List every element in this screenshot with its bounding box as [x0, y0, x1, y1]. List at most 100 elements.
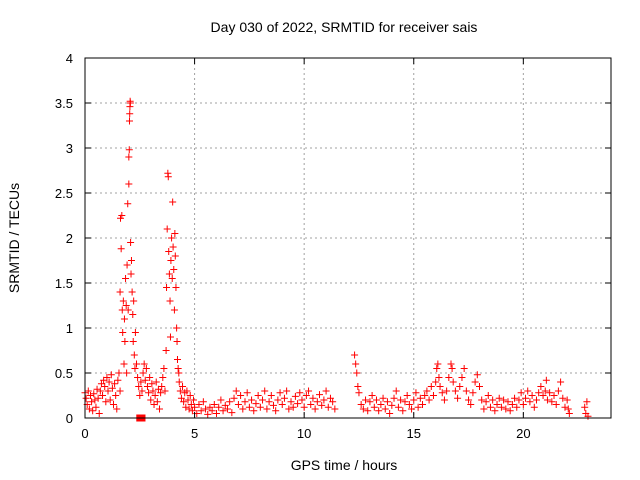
- data-point: [375, 407, 383, 415]
- data-point: [524, 387, 532, 395]
- data-point: [359, 405, 367, 413]
- data-point: [168, 234, 176, 242]
- data-point: [508, 401, 516, 408]
- data-point: [248, 396, 256, 404]
- data-point: [171, 230, 179, 237]
- data-point: [122, 302, 130, 309]
- data-point: [219, 407, 227, 415]
- data-point: [102, 398, 110, 406]
- data-point: [298, 396, 306, 404]
- data-point: [128, 288, 136, 296]
- data-point: [241, 398, 249, 406]
- data-point: [158, 383, 166, 390]
- data-point: [149, 387, 157, 395]
- data-point: [186, 392, 194, 399]
- data-point: [179, 383, 187, 390]
- data-point: [101, 383, 109, 390]
- data-point: [408, 405, 416, 413]
- data-point: [559, 394, 567, 402]
- data-point: [386, 410, 394, 417]
- data-point: [530, 403, 538, 411]
- data-point: [166, 297, 174, 305]
- data-point: [175, 369, 183, 377]
- data-point: [125, 180, 133, 188]
- data-point: [114, 376, 122, 384]
- data-point: [232, 387, 240, 395]
- data-point: [412, 389, 420, 397]
- data-point: [199, 398, 207, 406]
- data-point: [316, 391, 324, 399]
- data-point: [228, 409, 236, 417]
- data-point: [256, 403, 264, 411]
- data-point: [403, 392, 411, 399]
- data-point: [476, 383, 483, 390]
- data-point: [368, 392, 376, 399]
- data-point: [129, 338, 137, 345]
- data-point: [138, 387, 146, 395]
- data-point: [146, 374, 154, 381]
- data-point: [462, 387, 470, 395]
- data-point: [364, 407, 372, 415]
- data-point: [126, 110, 134, 118]
- data-point: [123, 261, 131, 269]
- data-point: [105, 378, 113, 386]
- data-point: [506, 407, 514, 415]
- axes: 0 5 10 15 20 0 0.5 1 1.5 2 2.5 3 3.5 4: [55, 51, 611, 441]
- data-point: [354, 383, 362, 390]
- x-tick-label: 0: [81, 426, 88, 441]
- y-axis-label: SRMTID / TECUs: [6, 183, 22, 293]
- data-point: [119, 329, 127, 336]
- data-point: [182, 403, 190, 411]
- data-point: [434, 360, 442, 368]
- data-point: [486, 403, 494, 411]
- data-point: [311, 405, 319, 413]
- data-point: [243, 389, 251, 397]
- data-point: [302, 392, 310, 399]
- data-point: [440, 396, 448, 404]
- data-point: [443, 387, 451, 395]
- data-point: [129, 311, 137, 318]
- data-point: [115, 369, 123, 377]
- data-point: [519, 401, 527, 408]
- data-point: [122, 275, 130, 282]
- data-point: [307, 401, 315, 408]
- data-point: [107, 371, 115, 379]
- data-point: [143, 383, 151, 390]
- data-point: [583, 398, 591, 406]
- x-axis-label: GPS time / hours: [291, 457, 398, 473]
- data-point: [276, 389, 284, 397]
- data-point: [234, 401, 242, 408]
- data-point: [134, 374, 142, 381]
- data-point: [388, 401, 396, 409]
- data-point: [454, 394, 462, 402]
- data-point: [173, 324, 181, 332]
- data-point: [119, 297, 127, 305]
- data-point: [195, 401, 203, 408]
- data-point: [300, 403, 308, 411]
- data-point: [448, 365, 456, 372]
- data-point: [136, 392, 144, 399]
- data-point: [289, 403, 297, 411]
- data-point: [491, 407, 499, 415]
- data-point: [164, 173, 172, 181]
- y-tick-label: 1: [66, 321, 73, 336]
- data-point: [515, 396, 523, 404]
- data-point: [99, 392, 107, 399]
- data-point: [432, 378, 440, 386]
- data-point: [416, 394, 424, 402]
- data-point: [188, 407, 196, 415]
- data-point: [584, 412, 592, 420]
- data-point: [324, 403, 332, 411]
- data-point: [204, 410, 212, 418]
- data-point: [93, 385, 101, 393]
- data-point: [309, 394, 317, 402]
- data-point: [419, 401, 427, 408]
- data-point: [451, 387, 459, 395]
- data-point: [202, 405, 210, 413]
- data-point: [197, 407, 205, 415]
- data-point: [125, 153, 133, 161]
- data-point: [362, 396, 370, 404]
- data-point: [500, 396, 508, 404]
- y-tick-label: 2: [66, 231, 73, 246]
- y-tick-label: 3: [66, 141, 73, 156]
